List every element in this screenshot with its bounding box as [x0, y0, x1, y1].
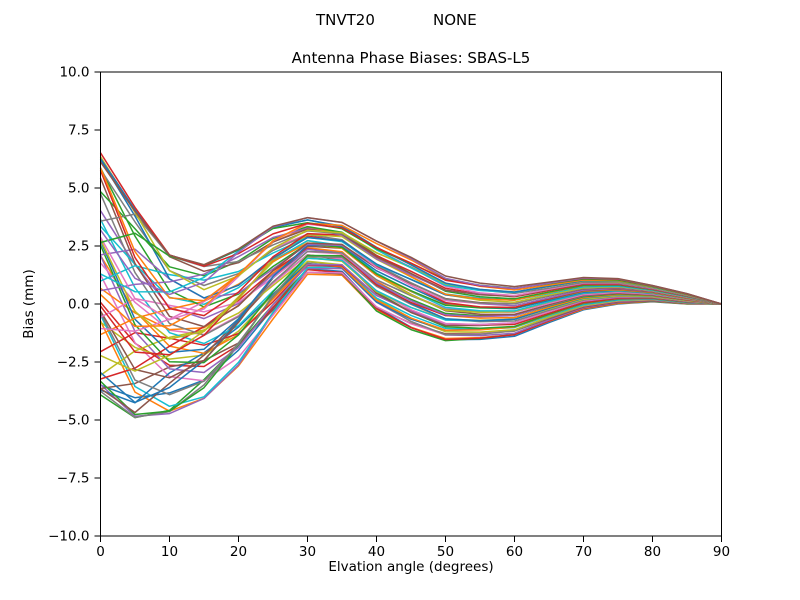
suptitle-left: TNVT20 [315, 11, 375, 29]
y-tick-label: 5.0 [68, 181, 89, 197]
suptitle-right: NONE [433, 11, 477, 29]
x-axis-label: Elvation angle (degrees) [328, 559, 493, 575]
x-axis-ticks-group: 0 10 20 30 40 50 60 70 80 90 [96, 536, 730, 560]
x-tick-label: 10 [161, 544, 178, 560]
x-tick-label: 90 [713, 544, 730, 560]
chart-title: Antenna Phase Biases: SBAS-L5 [292, 49, 531, 67]
x-tick-label: 70 [575, 544, 592, 560]
y-tick-label: 0.0 [68, 297, 89, 313]
x-tick-label: 40 [368, 544, 385, 560]
y-tick-label: −7.5 [57, 471, 90, 487]
bias-line [99, 161, 722, 305]
x-tick-label: 30 [299, 544, 316, 560]
y-axis-ticks-group: −10.0 −7.5 −5.0 −2.5 0.0 2.5 5.0 7.5 10.0 [48, 65, 101, 545]
x-tick-label: 50 [437, 544, 454, 560]
y-tick-label: −5.0 [57, 413, 90, 429]
y-tick-label: 10.0 [59, 65, 89, 81]
line-series-group [99, 152, 722, 419]
y-tick-label: −2.5 [57, 355, 90, 371]
x-tick-label: 80 [644, 544, 661, 560]
x-tick-label: 0 [96, 544, 105, 560]
x-tick-label: 20 [230, 544, 247, 560]
y-tick-label: −10.0 [48, 529, 89, 545]
x-tick-label: 60 [506, 544, 523, 560]
y-tick-label: 2.5 [68, 239, 89, 255]
y-tick-label: 7.5 [68, 123, 89, 139]
y-axis-label: Bias (mm) [21, 269, 37, 338]
